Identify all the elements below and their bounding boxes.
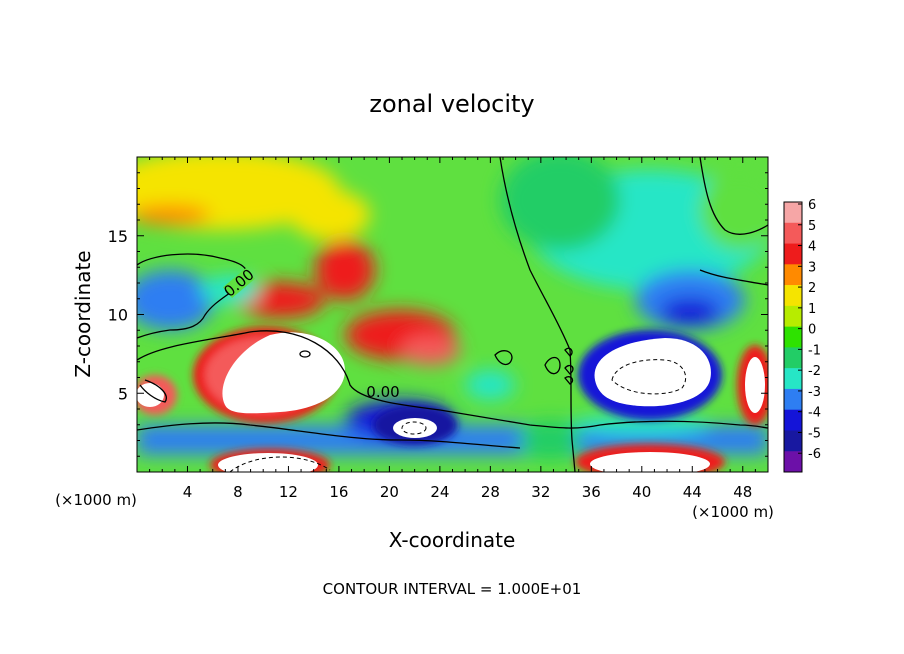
negative-contours — [229, 359, 687, 472]
x-tick-label: 48 — [733, 483, 752, 501]
saturated-cores — [137, 332, 765, 472]
colorbar-tick-label: -5 — [808, 426, 821, 441]
y-axis-label: Z-coordinate — [71, 250, 95, 377]
colorbar-swatch — [784, 430, 802, 452]
colorbar-tick-label: 2 — [808, 281, 816, 296]
colorbar-frame — [783, 201, 803, 473]
x-tick-label: 20 — [380, 483, 399, 501]
x-tick-label: 40 — [632, 483, 651, 501]
x-tick-label: 8 — [233, 483, 243, 501]
colorbar-swatch — [784, 264, 802, 286]
smooth-field — [137, 157, 768, 460]
colorbar-swatch — [784, 202, 802, 224]
colorbar-swatch — [784, 368, 802, 390]
x-tick-label: 24 — [430, 483, 449, 501]
contour-interval-note: CONTOUR INTERVAL = 1.000E+01 — [323, 580, 582, 598]
colorbar-swatch — [784, 222, 802, 244]
colorbar-swatch — [784, 305, 802, 327]
colorbar-swatch — [784, 451, 802, 473]
x-tick-label: 4 — [183, 483, 193, 501]
x-axis-label: X-coordinate — [389, 528, 516, 552]
y-tick-label: 15 — [108, 227, 128, 246]
x-tick-label: 44 — [683, 483, 702, 501]
y-axis: 5 10 15 — [108, 172, 768, 457]
contour-label: 0.00 — [366, 383, 399, 401]
x-unit-label-left: (×1000 m) — [55, 491, 137, 509]
x-unit-label-right: (×1000 m) — [692, 503, 774, 521]
x-tick-label: 32 — [531, 483, 550, 501]
x-axis: 4 8 12 16 20 24 28 32 36 40 44 48 — [149, 157, 756, 501]
x-tick-label: 16 — [329, 483, 348, 501]
colorbar-swatch — [784, 409, 802, 431]
chart-title: zonal velocity — [369, 90, 534, 118]
plot-area: 0.00 0.00 — [137, 157, 768, 472]
colorbar-tick-label: -2 — [808, 364, 821, 379]
colorbar-tick-label: 6 — [808, 198, 816, 213]
x-tick-label: 12 — [279, 483, 298, 501]
contour-lines — [137, 157, 768, 472]
y-tick-label: 10 — [108, 306, 128, 325]
colorbar-swatch — [784, 347, 802, 369]
colorbar-swatch — [784, 285, 802, 307]
colorbar-tick-label: -6 — [808, 447, 821, 462]
x-tick-label: 36 — [582, 483, 601, 501]
colorbar-tick-label: -4 — [808, 406, 821, 421]
colorbar-swatch — [784, 243, 802, 265]
x-tick-label: 28 — [481, 483, 500, 501]
colorbar: 6 5 4 3 2 1 0 -1 -2 -3 -4 -5 -6 — [783, 198, 821, 473]
colorbar-tick-label: 0 — [808, 323, 816, 338]
colorbar-tick-label: 5 — [808, 219, 816, 234]
colorbar-tick-label: 3 — [808, 260, 816, 275]
colorbar-swatch — [784, 388, 802, 410]
y-tick-label: 5 — [118, 384, 128, 403]
colorbar-tick-label: -3 — [808, 385, 821, 400]
colorbar-tick-label: 4 — [808, 240, 816, 255]
colorbar-tick-label: 1 — [808, 302, 816, 317]
colorbar-swatch — [784, 326, 802, 348]
colorbar-tick-label: -1 — [808, 343, 821, 358]
